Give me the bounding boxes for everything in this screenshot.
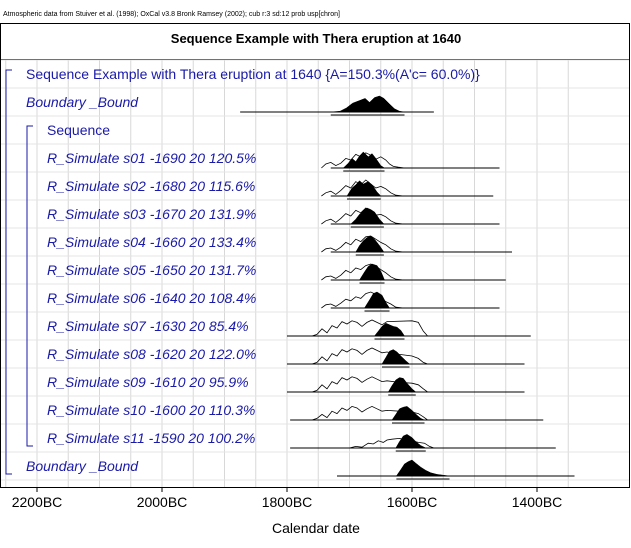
x-tick-label: 2200BC	[12, 494, 63, 510]
row: R_Simulate s08 -1620 20 122.0%	[47, 346, 525, 368]
posterior-distribution	[350, 207, 385, 225]
x-tick-label: 1600BC	[387, 494, 438, 510]
posterior-distribution	[355, 235, 385, 253]
prior-distribution	[321, 291, 404, 309]
row-label: R_Simulate s01 -1690 20 120.5%	[47, 150, 256, 166]
row: Sequence Example with Thera eruption at …	[26, 66, 480, 82]
row: R_Simulate s04 -1660 20 133.4%	[47, 234, 512, 256]
row-label: R_Simulate s06 -1640 20 108.4%	[47, 290, 256, 306]
row: R_Simulate s07 -1630 20 85.4%	[47, 318, 531, 340]
row-label: R_Simulate s05 -1650 20 131.7%	[47, 262, 256, 278]
x-tick-label: 1400BC	[512, 494, 563, 510]
inner-sequence-bracket	[26, 125, 33, 447]
prior-distribution	[349, 437, 435, 449]
posterior-distribution	[391, 406, 425, 421]
x-tick-label: 2000BC	[137, 494, 188, 510]
prior-distribution	[311, 347, 428, 365]
posterior-distribution	[395, 459, 450, 477]
row-label: R_Simulate s03 -1670 20 131.9%	[47, 206, 256, 222]
row: R_Simulate s02 -1680 20 115.6%	[47, 178, 494, 200]
row: Boundary _Bound	[26, 94, 434, 116]
row-label: R_Simulate s09 -1610 20 95.9%	[47, 374, 249, 390]
row-label: R_Simulate s11 -1590 20 100.2%	[47, 430, 255, 446]
plot-frame	[0, 23, 630, 488]
outer-sequence-bracket	[5, 69, 12, 475]
row: Sequence	[47, 122, 110, 138]
rows: Sequence Example with Thera eruption at …	[26, 66, 575, 480]
prior-distribution	[321, 263, 404, 281]
posterior-distribution	[381, 349, 411, 365]
prior-distribution	[311, 319, 428, 337]
row: R_Simulate s09 -1610 20 95.9%	[47, 374, 525, 396]
posterior-distribution	[346, 180, 382, 197]
row-label: R_Simulate s08 -1620 20 122.0%	[47, 346, 256, 362]
prior-distribution	[311, 376, 428, 393]
x-tick-label: 1800BC	[262, 494, 313, 510]
row-label: R_Simulate s02 -1680 20 115.6%	[47, 178, 255, 194]
row: R_Simulate s05 -1650 20 131.7%	[47, 262, 506, 284]
x-axis: 2200BC 2000BC 1800BC 1600BC 1400BC	[12, 487, 563, 510]
sequence-brackets	[5, 69, 33, 475]
grid	[1, 59, 629, 487]
posterior-distribution	[387, 377, 417, 393]
posterior-distribution	[395, 434, 426, 449]
row-label: Sequence Example with Thera eruption at …	[26, 66, 480, 82]
row-label: Boundary _Bound	[26, 94, 139, 110]
row: Boundary _Bound	[26, 458, 575, 480]
posterior-distribution	[359, 263, 385, 281]
row: R_Simulate s10 -1600 20 110.3%	[47, 402, 544, 424]
row-label: R_Simulate s04 -1660 20 133.4%	[47, 234, 256, 250]
row: R_Simulate s06 -1640 20 108.4%	[47, 290, 500, 312]
posterior-distribution	[364, 291, 390, 309]
row-label: Boundary _Bound	[26, 458, 139, 474]
posterior-distribution	[342, 151, 386, 169]
row: R_Simulate s01 -1690 20 120.5%	[47, 150, 500, 172]
posterior-distribution	[373, 322, 405, 337]
header-note: Atmospheric data from Stuiver et al. (19…	[3, 11, 340, 18]
row: R_Simulate s11 -1590 20 100.2%	[47, 430, 556, 452]
chart-title: Sequence Example with Thera eruption at …	[171, 31, 461, 46]
row: R_Simulate s03 -1670 20 131.9%	[47, 206, 500, 228]
x-axis-label: Calendar date	[272, 520, 360, 536]
prior-distribution	[321, 235, 404, 253]
row-label: R_Simulate s07 -1630 20 85.4%	[47, 318, 249, 334]
row-label: Sequence	[47, 122, 110, 138]
posterior-distribution	[330, 95, 405, 113]
row-label: R_Simulate s10 -1600 20 110.3%	[47, 402, 255, 418]
